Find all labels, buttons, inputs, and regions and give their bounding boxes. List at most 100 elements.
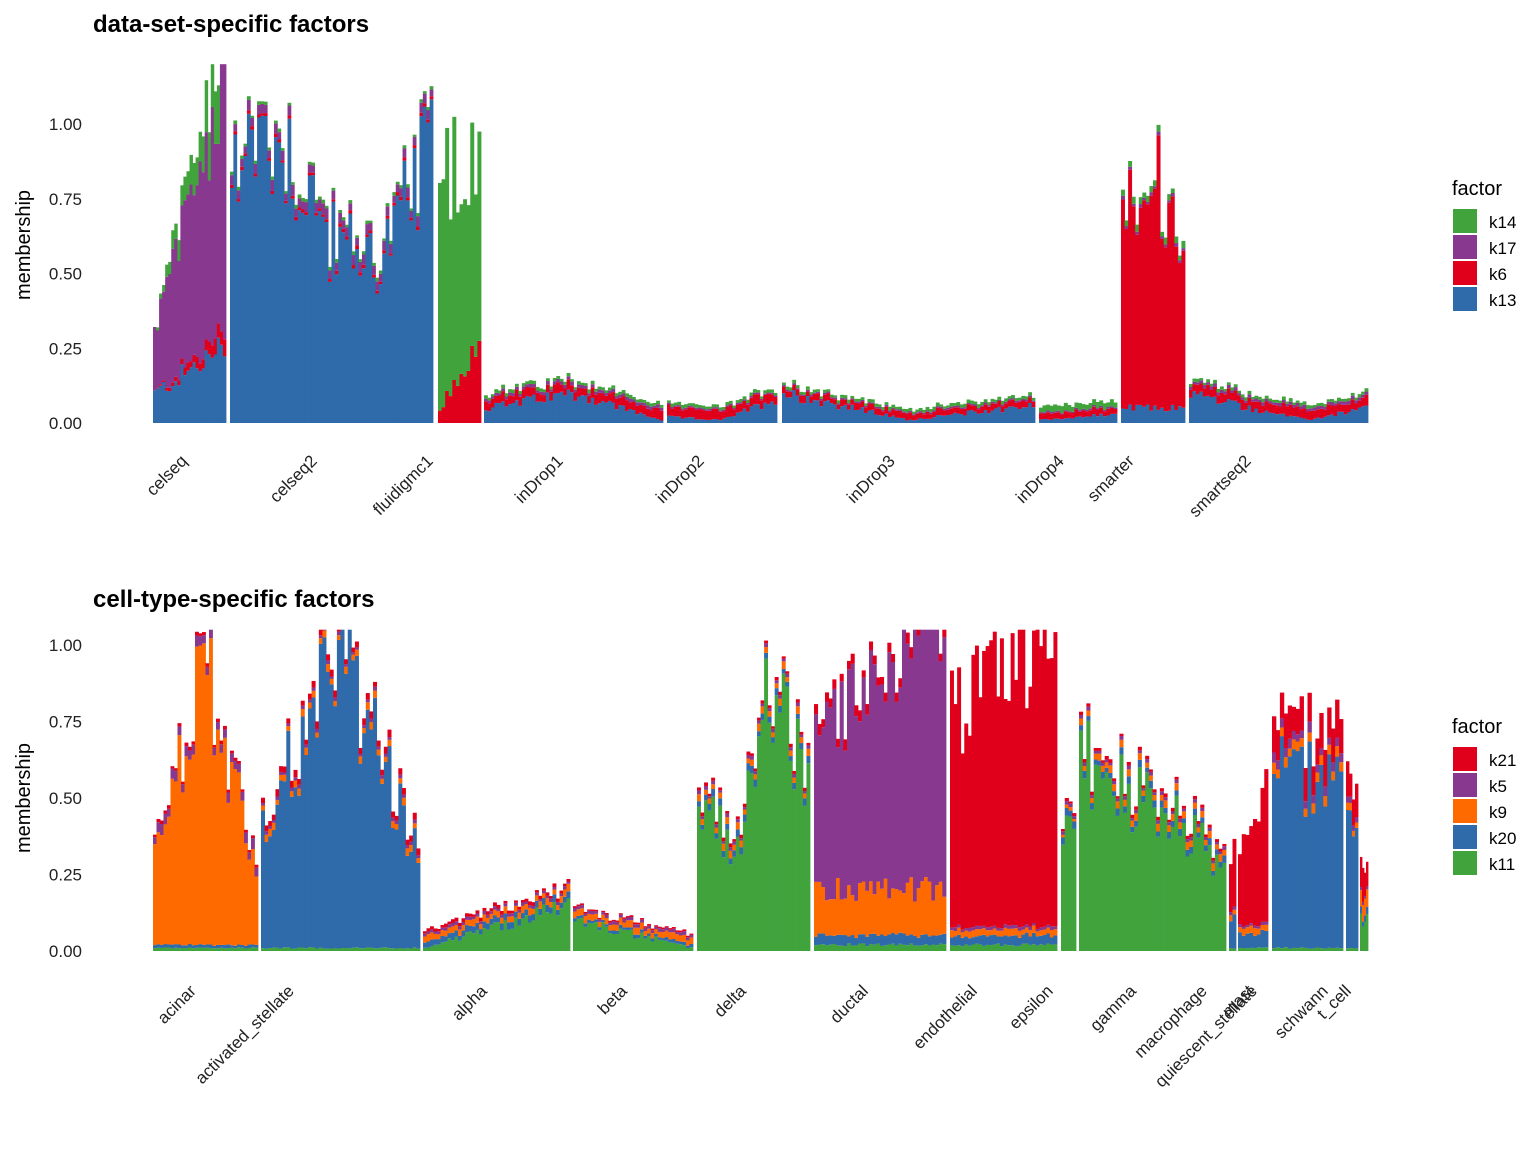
bar-segment-k6 bbox=[183, 367, 187, 376]
bar-segment-k17 bbox=[604, 393, 609, 396]
bar-segment-k21 bbox=[433, 928, 438, 932]
bar-segment-k5 bbox=[1264, 921, 1269, 925]
bar-segment-k14 bbox=[1271, 399, 1276, 403]
bar-segment-k17 bbox=[1160, 236, 1165, 239]
legend-label-k9: k9 bbox=[1489, 803, 1507, 822]
bar-segment-k9 bbox=[336, 635, 341, 640]
bar-segment-k21 bbox=[640, 918, 644, 920]
bar-segment-k20 bbox=[711, 789, 716, 797]
bar-segment-k14 bbox=[725, 402, 730, 406]
bar-segment-k13 bbox=[552, 393, 557, 423]
bar-segment-k11 bbox=[675, 943, 680, 951]
bar-segment-k14 bbox=[850, 395, 855, 399]
bar-segment-k20 bbox=[282, 781, 287, 948]
bar-segment-k9 bbox=[861, 881, 866, 935]
bar-segment-k9 bbox=[1311, 803, 1316, 814]
bar-segment-k11 bbox=[1303, 947, 1308, 951]
bar-segment-k6 bbox=[956, 407, 961, 414]
bar-segment-k11 bbox=[974, 943, 979, 951]
bar-segment-k5 bbox=[1126, 765, 1131, 770]
bar-segment-k5 bbox=[468, 916, 473, 920]
bar-segment-k11 bbox=[354, 947, 359, 951]
bar-segment-k21 bbox=[545, 892, 550, 896]
bar-segment-k11 bbox=[1152, 807, 1157, 951]
bar-segment-k13 bbox=[1153, 405, 1157, 423]
bar-segment-k11 bbox=[440, 942, 445, 951]
bar-segment-k11 bbox=[573, 921, 577, 951]
bar-segment-k20 bbox=[1229, 921, 1233, 949]
bar-segment-k14 bbox=[1237, 390, 1242, 394]
bar-segment-k9 bbox=[573, 911, 577, 919]
bar-segment-k20 bbox=[1108, 772, 1113, 779]
bar-segment-k14 bbox=[162, 285, 166, 292]
bar-segment-k21 bbox=[828, 698, 833, 708]
bar-segment-k14 bbox=[314, 199, 319, 203]
bar-segment-k17 bbox=[659, 407, 664, 411]
bar-segment-k21 bbox=[1311, 766, 1316, 796]
bar-segment-k20 bbox=[964, 936, 969, 945]
bar-segment-k13 bbox=[752, 404, 757, 423]
bar-segment-k9 bbox=[167, 816, 171, 945]
bar-segment-k14 bbox=[1323, 404, 1328, 407]
bar-segment-k11 bbox=[528, 922, 532, 951]
bar-segment-k6 bbox=[1195, 384, 1200, 395]
bar-segment-k5 bbox=[1042, 926, 1047, 930]
bar-segment-k17 bbox=[334, 262, 339, 271]
bar-segment-k11 bbox=[326, 948, 331, 951]
bar-segment-k6 bbox=[1067, 412, 1072, 418]
bar-segment-k9 bbox=[1352, 830, 1356, 837]
bar-segment-k21 bbox=[633, 922, 637, 925]
bar-segment-k20 bbox=[967, 938, 972, 946]
bar-segment-k11 bbox=[685, 947, 690, 951]
bar-segment-k6 bbox=[233, 131, 238, 135]
bar-segment-k5 bbox=[1232, 906, 1237, 910]
bar-segment-k9 bbox=[282, 774, 287, 782]
bar-segment-k6 bbox=[642, 405, 647, 415]
x-tick-label: ductal bbox=[826, 981, 872, 1027]
bar-segment-k5 bbox=[573, 907, 577, 912]
bar-segment-k20 bbox=[1311, 813, 1316, 949]
bar-segment-k13 bbox=[207, 354, 212, 423]
bar-segment-k9 bbox=[785, 677, 790, 682]
bar-segment-k14 bbox=[1199, 378, 1204, 381]
bar-segment-k14 bbox=[735, 400, 740, 403]
bar-segment-k5 bbox=[391, 817, 396, 822]
bar-segment-k6 bbox=[1095, 409, 1100, 417]
bar-segment-k14 bbox=[1046, 404, 1051, 411]
bar-segment-k5 bbox=[461, 921, 466, 926]
bar-segment-k11 bbox=[785, 686, 790, 951]
bar-segment-k13 bbox=[739, 411, 744, 423]
bar-segment-k21 bbox=[264, 825, 269, 832]
bar-segment-k11 bbox=[340, 948, 345, 951]
bar-segment-k21 bbox=[894, 692, 899, 702]
bar-segment-k21 bbox=[590, 909, 595, 911]
bar-segment-k6 bbox=[836, 404, 841, 410]
bar-segment-k20 bbox=[160, 944, 164, 948]
bar-segment-k13 bbox=[684, 417, 689, 423]
bar-segment-k11 bbox=[905, 945, 910, 951]
bar-segment-k20 bbox=[1339, 771, 1344, 949]
bar-segment-k17 bbox=[1024, 399, 1029, 402]
bar-segment-k20 bbox=[661, 938, 666, 941]
bar-segment-k9 bbox=[749, 759, 754, 766]
y-tick-label: 0.25 bbox=[49, 866, 82, 885]
bar-segment-k6 bbox=[399, 196, 403, 201]
bar-segment-k9 bbox=[322, 630, 327, 638]
bar-segment-k14 bbox=[463, 199, 468, 377]
bar-segment-k14 bbox=[857, 398, 862, 402]
bar-segment-k5 bbox=[1178, 818, 1183, 823]
bar-segment-k5 bbox=[412, 819, 417, 824]
bar-segment-k20 bbox=[556, 909, 560, 916]
bar-segment-k13 bbox=[402, 160, 407, 423]
bar-segment-k14 bbox=[898, 406, 903, 410]
bar-segment-k20 bbox=[1079, 725, 1084, 731]
bar-segment-k14 bbox=[1124, 220, 1129, 227]
bar-segment-k11 bbox=[927, 945, 932, 951]
bar-segment-k20 bbox=[538, 908, 543, 916]
bar-segment-k11 bbox=[563, 902, 567, 951]
bar-segment-k5 bbox=[850, 663, 855, 896]
bar-segment-k17 bbox=[412, 136, 417, 146]
bar-segment-k11 bbox=[1311, 948, 1316, 951]
bar-segment-k13 bbox=[171, 385, 175, 423]
bar-segment-k5 bbox=[440, 927, 445, 931]
